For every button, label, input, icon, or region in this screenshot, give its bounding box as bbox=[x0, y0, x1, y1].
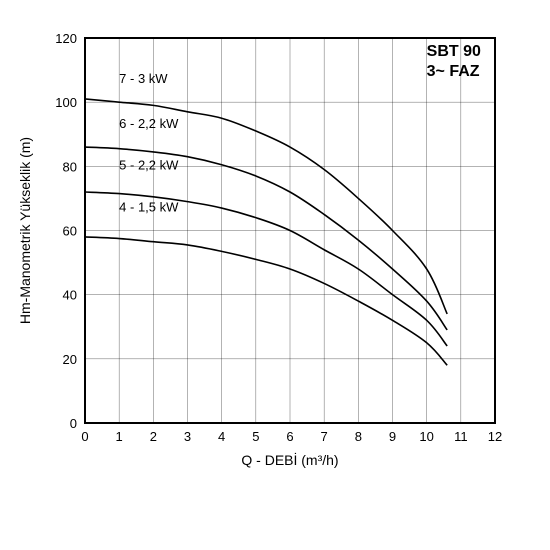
y-tick-label: 100 bbox=[55, 95, 77, 110]
y-tick-label: 0 bbox=[70, 416, 77, 431]
x-tick-label: 12 bbox=[488, 429, 502, 444]
curve-label: 4 - 1,5 kW bbox=[119, 199, 179, 214]
y-axis-label: Hm-Manometrik Yükseklik (m) bbox=[17, 137, 33, 324]
curve-6-2,2kW bbox=[85, 147, 447, 330]
x-tick-label: 9 bbox=[389, 429, 396, 444]
x-tick-label: 11 bbox=[454, 429, 468, 444]
curve-label: 6 - 2,2 kW bbox=[119, 116, 179, 131]
y-tick-label: 20 bbox=[63, 352, 77, 367]
y-tick-label: 40 bbox=[63, 288, 77, 303]
x-tick-label: 10 bbox=[419, 429, 433, 444]
pump-curve-chart: 0123456789101112020406080100120Q - DEBİ … bbox=[0, 0, 550, 550]
curve-label: 7 - 3 kW bbox=[119, 71, 168, 86]
x-tick-label: 3 bbox=[184, 429, 191, 444]
x-tick-label: 0 bbox=[81, 429, 88, 444]
chart-title-line: 3~ FAZ bbox=[427, 63, 480, 80]
x-tick-label: 5 bbox=[252, 429, 259, 444]
curve-label: 5 - 2,2 kW bbox=[119, 158, 179, 173]
x-tick-label: 7 bbox=[321, 429, 328, 444]
x-tick-label: 8 bbox=[355, 429, 362, 444]
x-tick-label: 4 bbox=[218, 429, 225, 444]
y-tick-label: 60 bbox=[63, 224, 77, 239]
y-tick-label: 120 bbox=[55, 31, 77, 46]
x-tick-label: 2 bbox=[150, 429, 157, 444]
x-tick-label: 6 bbox=[286, 429, 293, 444]
x-axis-label: Q - DEBİ (m³/h) bbox=[241, 451, 338, 468]
x-tick-label: 1 bbox=[116, 429, 123, 444]
chart-title-line: SBT 90 bbox=[427, 43, 481, 60]
curve-4-1,5kW bbox=[85, 237, 447, 365]
y-tick-label: 80 bbox=[63, 159, 77, 174]
